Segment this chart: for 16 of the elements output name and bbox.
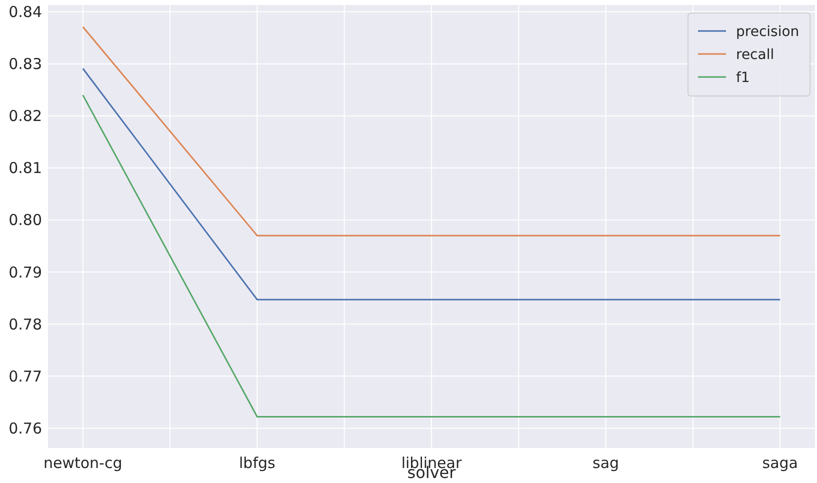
x-tick-label: lbfgs	[239, 454, 276, 472]
x-tick-label: sag	[592, 454, 620, 472]
y-tick-label: 0.79	[8, 263, 42, 282]
x-tick-label: saga	[762, 454, 798, 472]
y-tick-label: 0.80	[8, 211, 42, 230]
y-tick-label: 0.82	[8, 107, 42, 126]
legend-label: f1	[736, 70, 750, 86]
x-tick-label: newton-cg	[43, 454, 122, 472]
legend-label: recall	[736, 46, 774, 63]
y-tick-label: 0.77	[8, 367, 42, 386]
y-tick-label: 0.76	[8, 419, 42, 438]
y-tick-label: 0.83	[8, 55, 42, 74]
legend-label: precision	[736, 24, 800, 40]
y-tick-label: 0.81	[8, 159, 42, 178]
y-tick-label: 0.78	[8, 315, 42, 334]
y-tick-label: 0.84	[8, 3, 42, 22]
